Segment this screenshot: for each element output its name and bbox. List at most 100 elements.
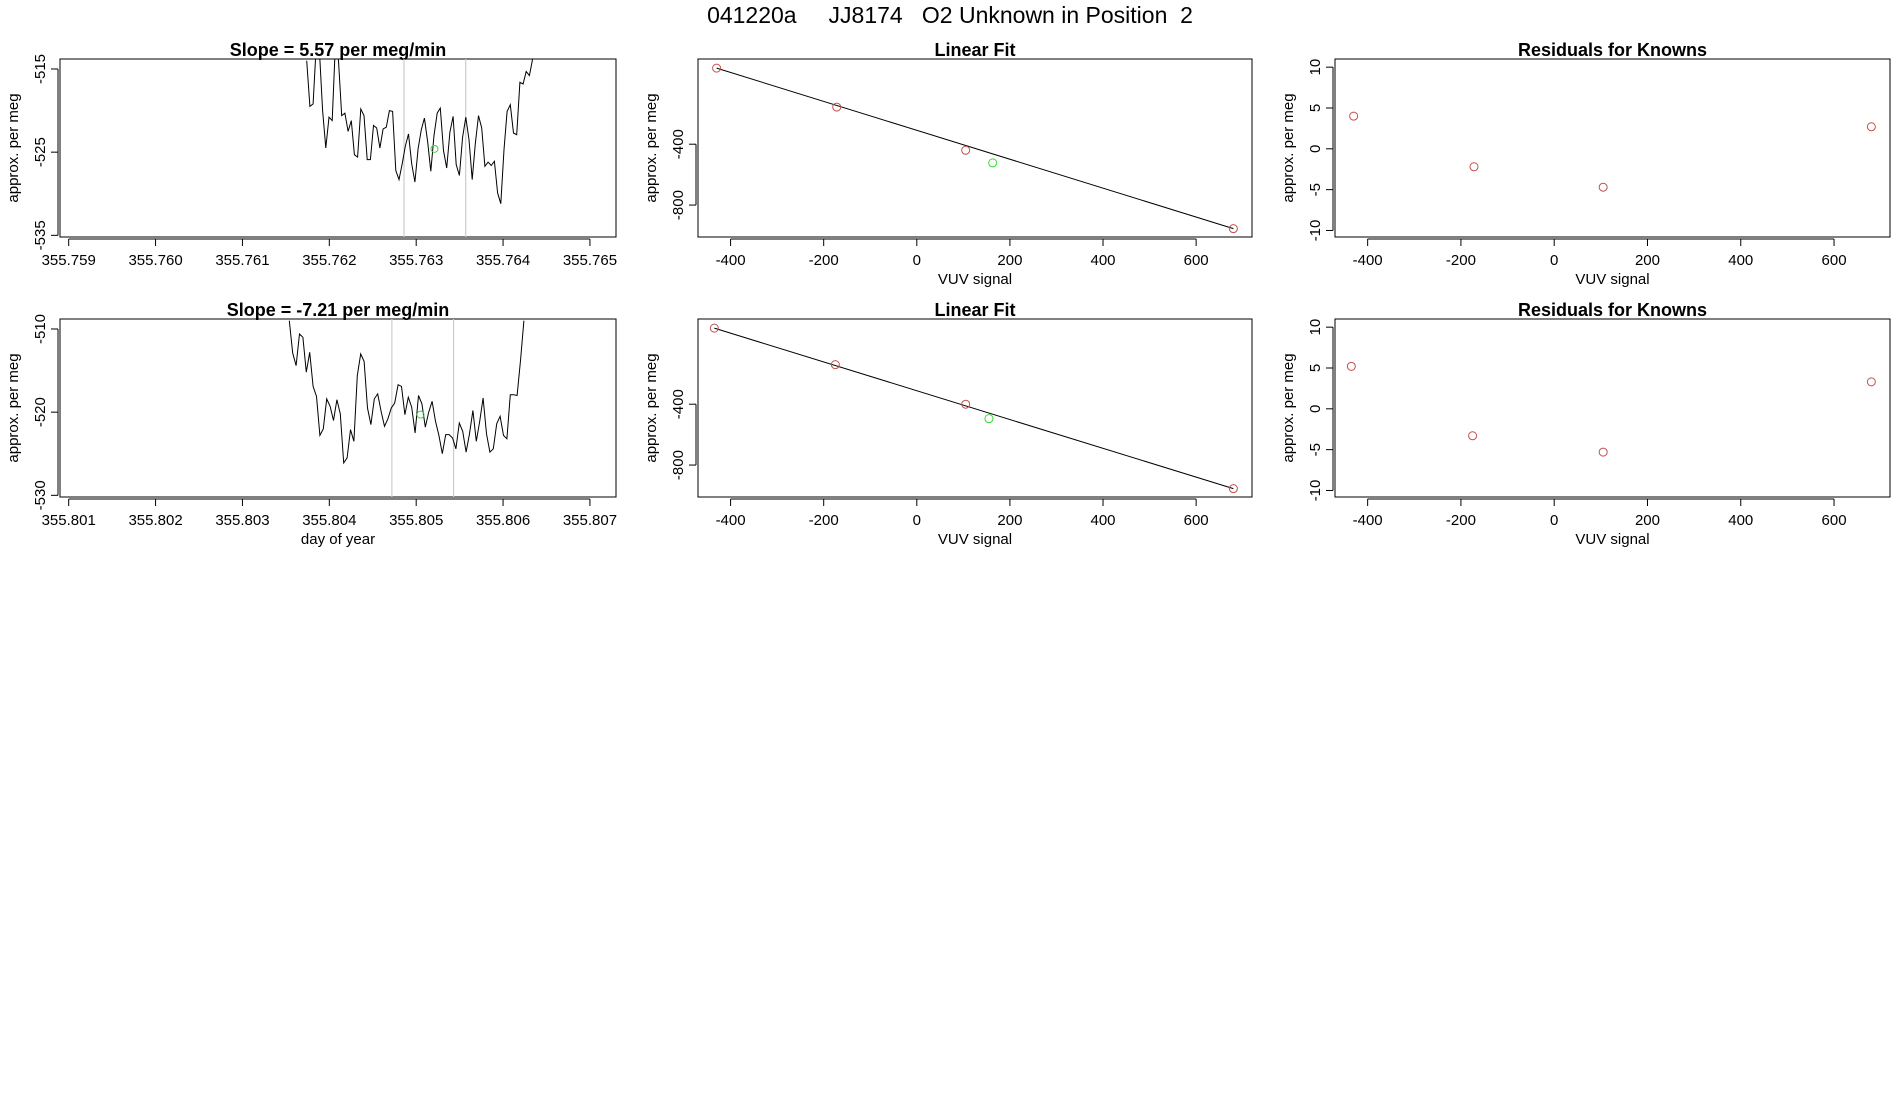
res2-x-tick-label: -200 [1446,512,1476,529]
ts1-y-tick-label: -535 [32,220,49,250]
res2-x-tick-label: 200 [1635,512,1660,529]
res2-x-tick-label: -400 [1353,512,1383,529]
res1-x-tick-label: 200 [1635,252,1660,269]
figure-title: 041220a JJ8174 O2 Unknown in Position 2 [707,2,1193,28]
res2-x-tick-label: 600 [1822,512,1847,529]
fit1-x-tick-label: -200 [809,252,839,269]
fit1-fit-line [716,67,1234,230]
res1-y-tick-label: 10 [1307,59,1324,76]
fit1-known-point [1228,224,1238,234]
ts2-x-tick-label: 355.805 [389,512,443,529]
fit2-fit-line [714,327,1234,490]
fit2-plot-frame [697,318,1253,498]
ts1-plot-frame [59,58,617,238]
res1-x-tick-label: -200 [1446,252,1476,269]
fit1-known-point [961,145,971,155]
ts2-y-tick-label: -510 [32,314,49,344]
res1-y-tick-label: 5 [1307,104,1324,112]
fit1-y-axis-label: approx. per meg [643,93,660,202]
ts1-y-tick-label: -515 [32,54,49,84]
ts2-x-tick-label: 355.807 [563,512,617,529]
res1-y-tick-label: -5 [1307,183,1324,196]
ts2-y-axis-label: approx. per meg [5,353,22,462]
fit2-x-tick-label: 0 [913,512,921,529]
res1-x-tick-label: 400 [1728,252,1753,269]
fit2-x-tick-label: -200 [809,512,839,529]
ts2-panel-title: Slope = -7.21 per meg/min [227,300,450,320]
fit2-y-tick-label: -400 [670,389,687,419]
fit2-x-tick-label: -400 [716,512,746,529]
ts2-x-tick-label: 355.804 [302,512,356,529]
fit1-unknown-point [988,158,998,168]
res2-known-point [1346,361,1356,371]
ts1-x-tick-label: 355.760 [128,252,182,269]
ts1-unknown-point [430,144,439,153]
ts2-unknown-point [416,410,425,419]
ts1-x-tick-label: 355.765 [563,252,617,269]
res1-y-tick-label: 0 [1307,145,1324,153]
fit1-y-tick-label: -400 [670,129,687,159]
res2-x-axis-label: VUV signal [1575,531,1649,548]
ts1-x-tick-label: 355.762 [302,252,356,269]
ts1-x-tick-label: 355.761 [215,252,269,269]
ts2-series-line [288,320,525,465]
ts1-series-line [306,59,534,204]
ts2-x-axis-label: day of year [301,531,375,548]
res1-x-tick-label: 600 [1822,252,1847,269]
ts2-x-tick-label: 355.802 [128,512,182,529]
res2-panel-title: Residuals for Knowns [1518,300,1707,320]
ts1-y-tick-label: -525 [32,137,49,167]
fit1-known-point [832,102,842,112]
res1-known-point [1598,182,1608,192]
res2-known-point [1598,447,1608,457]
fit2-known-point [961,399,971,409]
fit2-unknown-point [984,414,994,424]
res1-y-tick-label: -10 [1307,220,1324,242]
fit2-x-axis-label: VUV signal [938,531,1012,548]
ts2-y-tick-label: -520 [32,397,49,427]
res1-plot-frame [1334,58,1891,238]
fit1-y-tick-label: -800 [670,190,687,220]
fit2-panel-title: Linear Fit [934,300,1015,320]
fit2-y-tick-label: -800 [670,450,687,480]
res2-plot-frame [1334,318,1891,498]
fit1-x-tick-label: 0 [913,252,921,269]
fit1-plot-frame [697,58,1253,238]
fit2-x-tick-label: 200 [997,512,1022,529]
fit1-x-tick-label: 400 [1091,252,1116,269]
fit1-x-axis-label: VUV signal [938,271,1012,288]
res2-y-tick-label: -10 [1307,480,1324,502]
res2-y-tick-label: 10 [1307,319,1324,336]
res1-x-tick-label: -400 [1353,252,1383,269]
ts2-x-tick-label: 355.803 [215,512,269,529]
res1-known-point [1349,111,1359,121]
res2-y-axis-label: approx. per meg [1280,353,1297,462]
ts2-y-tick-label: -530 [32,480,49,510]
fit2-x-tick-label: 600 [1184,512,1209,529]
res2-y-tick-label: 5 [1307,364,1324,372]
res1-panel-title: Residuals for Knowns [1518,40,1707,60]
ts1-y-axis-label: approx. per meg [5,93,22,202]
res2-known-point [1468,431,1478,441]
res1-y-axis-label: approx. per meg [1280,93,1297,202]
fit2-known-point [709,323,719,333]
fit1-panel-title: Linear Fit [934,40,1015,60]
res1-known-point [1866,122,1876,132]
res2-x-tick-label: 0 [1550,512,1558,529]
fit2-y-axis-label: approx. per meg [643,353,660,462]
fit2-known-point [830,360,840,370]
res2-x-tick-label: 400 [1728,512,1753,529]
ts2-x-tick-label: 355.806 [476,512,530,529]
ts2-x-tick-label: 355.801 [42,512,96,529]
fit1-known-point [712,63,722,73]
ts2-plot-frame [59,318,617,498]
fit1-x-tick-label: 200 [997,252,1022,269]
res2-known-point [1866,377,1876,387]
res1-known-point [1469,162,1479,172]
fit2-known-point [1228,484,1238,494]
fit2-x-tick-label: 400 [1091,512,1116,529]
fit1-x-tick-label: -400 [716,252,746,269]
ts1-x-tick-label: 355.763 [389,252,443,269]
res2-y-tick-label: 0 [1307,405,1324,413]
